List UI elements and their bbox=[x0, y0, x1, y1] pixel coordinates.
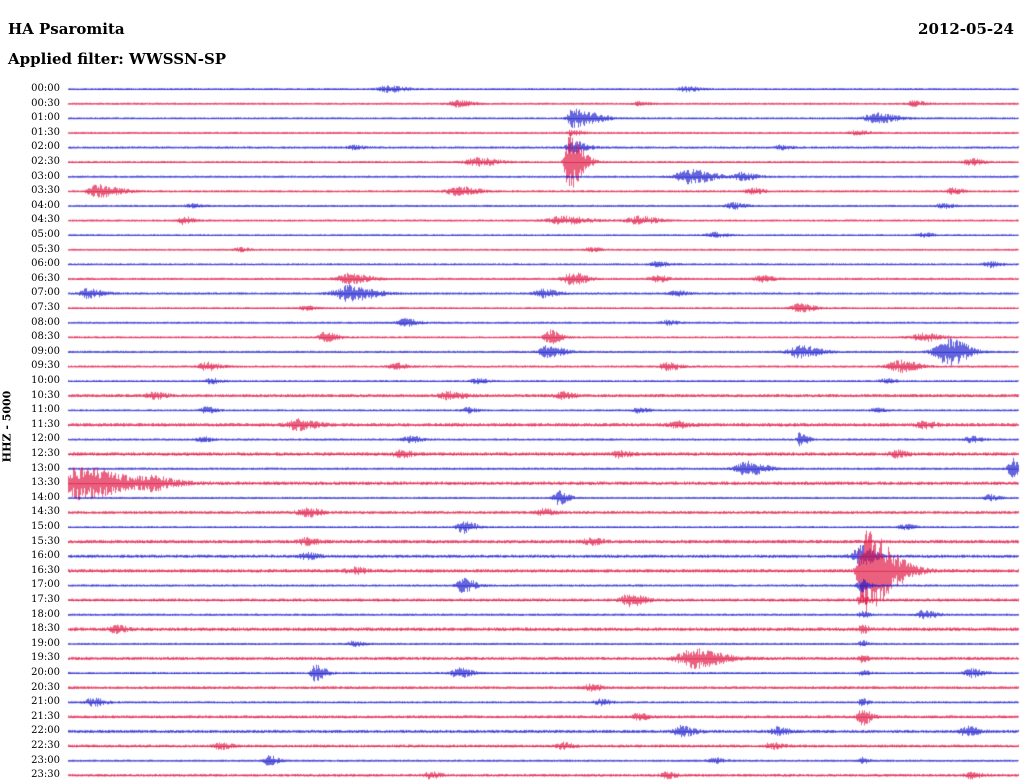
time-label: 07:00 bbox=[31, 287, 60, 299]
time-label: 12:30 bbox=[31, 448, 60, 459]
time-label: 20:00 bbox=[31, 667, 60, 678]
time-label: 12:00 bbox=[31, 433, 60, 445]
time-label: 21:30 bbox=[31, 710, 60, 722]
time-label: 22:00 bbox=[31, 725, 60, 737]
time-label: 20:30 bbox=[31, 681, 60, 693]
time-label: 19:30 bbox=[31, 652, 60, 664]
time-label: 15:00 bbox=[31, 521, 60, 532]
time-label: 16:30 bbox=[31, 564, 60, 576]
time-label: 18:30 bbox=[31, 623, 60, 635]
time-label: 05:30 bbox=[31, 243, 60, 255]
time-label: 02:30 bbox=[31, 156, 60, 167]
time-label: 19:00 bbox=[31, 637, 60, 649]
time-label: 10:00 bbox=[31, 375, 60, 386]
time-label: 01:00 bbox=[31, 112, 60, 124]
time-label: 06:30 bbox=[31, 272, 60, 284]
time-label: 13:00 bbox=[31, 462, 60, 474]
time-label: 17:00 bbox=[31, 579, 60, 591]
time-label: 23:30 bbox=[31, 769, 60, 780]
time-label: 08:30 bbox=[31, 331, 60, 343]
time-label: 09:30 bbox=[31, 360, 60, 372]
time-label: 13:30 bbox=[31, 477, 60, 489]
time-label: 03:30 bbox=[31, 185, 60, 197]
time-label: 22:30 bbox=[31, 740, 60, 751]
time-label: 16:00 bbox=[31, 550, 60, 562]
time-label: 23:00 bbox=[31, 754, 60, 766]
time-label: 04:00 bbox=[31, 199, 60, 211]
time-label: 21:00 bbox=[31, 696, 60, 708]
time-label: 00:00 bbox=[31, 83, 60, 94]
time-label: 10:30 bbox=[31, 389, 60, 401]
time-label: 02:00 bbox=[31, 141, 60, 153]
time-label: 03:00 bbox=[31, 170, 60, 182]
time-label: 17:30 bbox=[31, 594, 60, 605]
time-label: 14:00 bbox=[31, 491, 60, 503]
time-label: 01:30 bbox=[31, 126, 60, 138]
time-label: 05:00 bbox=[31, 229, 60, 240]
time-label: 06:00 bbox=[31, 258, 60, 270]
time-label: 09:00 bbox=[31, 345, 60, 357]
time-label: 18:00 bbox=[31, 608, 60, 620]
time-label: 04:30 bbox=[31, 214, 60, 226]
time-label: 08:00 bbox=[31, 316, 60, 328]
time-label: 11:30 bbox=[31, 418, 60, 430]
time-label: 15:30 bbox=[31, 535, 60, 547]
time-label: 00:30 bbox=[31, 97, 60, 109]
time-label: 07:30 bbox=[31, 302, 60, 313]
time-label-column: 00:00 00:30 01:00 01:30 02:00 02:30 03:00 03:30… bbox=[0, 0, 64, 780]
time-label: 11:00 bbox=[31, 404, 60, 416]
time-label: 14:30 bbox=[31, 506, 60, 518]
